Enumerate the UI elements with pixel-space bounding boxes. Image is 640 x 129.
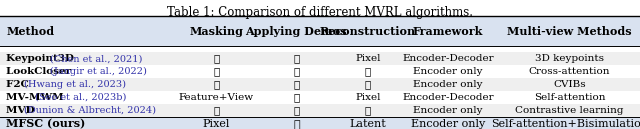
- Text: Contrastive learning: Contrastive learning: [515, 106, 624, 115]
- Text: LookCloser: LookCloser: [6, 67, 75, 76]
- Text: ✗: ✗: [293, 80, 300, 89]
- Text: Latent: Latent: [349, 119, 387, 129]
- Text: MVD: MVD: [6, 106, 38, 115]
- Text: CVIBs: CVIBs: [554, 80, 586, 89]
- Text: Applying Demos: Applying Demos: [246, 26, 347, 37]
- Text: ✗: ✗: [213, 80, 220, 89]
- Text: ✗: ✗: [365, 67, 371, 76]
- FancyBboxPatch shape: [0, 91, 640, 104]
- FancyBboxPatch shape: [0, 16, 640, 46]
- Text: Keypoint3D: Keypoint3D: [6, 54, 78, 63]
- Text: ✗: ✗: [213, 67, 220, 76]
- Text: (Jangir et al., 2022): (Jangir et al., 2022): [50, 67, 147, 76]
- FancyBboxPatch shape: [0, 52, 640, 65]
- Text: 3D keypoints: 3D keypoints: [535, 54, 604, 63]
- FancyBboxPatch shape: [0, 78, 640, 91]
- FancyBboxPatch shape: [0, 118, 640, 129]
- Text: (Seo et al., 2023b): (Seo et al., 2023b): [35, 93, 127, 102]
- Text: (Chen et al., 2021): (Chen et al., 2021): [50, 54, 142, 63]
- Text: Self-attention+Bisimulation: Self-attention+Bisimulation: [491, 119, 640, 129]
- Text: Encoder-Decoder: Encoder-Decoder: [402, 54, 494, 63]
- Text: Cross-attention: Cross-attention: [529, 67, 611, 76]
- Text: ✗: ✗: [213, 54, 220, 63]
- Text: Method: Method: [6, 26, 54, 37]
- Text: ✗: ✗: [293, 119, 300, 129]
- Text: (Dunion & Albrecht, 2024): (Dunion & Albrecht, 2024): [24, 106, 156, 115]
- Text: Encoder-Decoder: Encoder-Decoder: [402, 93, 494, 102]
- Text: Self-attention: Self-attention: [534, 93, 605, 102]
- Text: ✗: ✗: [293, 54, 300, 63]
- Text: Feature+View: Feature+View: [179, 93, 254, 102]
- Text: Pixel: Pixel: [355, 54, 381, 63]
- FancyBboxPatch shape: [0, 104, 640, 117]
- Text: ✗: ✗: [293, 67, 300, 76]
- Text: Reconstruction: Reconstruction: [320, 26, 416, 37]
- Text: Encoder only: Encoder only: [411, 119, 485, 129]
- Text: ✗: ✗: [365, 106, 371, 115]
- Text: Encoder only: Encoder only: [413, 67, 483, 76]
- Text: Encoder only: Encoder only: [413, 80, 483, 89]
- Text: F2C: F2C: [6, 80, 33, 89]
- Text: ✗: ✗: [365, 80, 371, 89]
- Text: Encoder only: Encoder only: [413, 106, 483, 115]
- Text: Table 1: Comparison of different MVRL algorithms.: Table 1: Comparison of different MVRL al…: [167, 6, 473, 19]
- Text: ✗: ✗: [213, 106, 220, 115]
- Text: Pixel: Pixel: [355, 93, 381, 102]
- Text: ✗: ✗: [293, 106, 300, 115]
- Text: Framework: Framework: [413, 26, 483, 37]
- Text: Multi-view Methods: Multi-view Methods: [508, 26, 632, 37]
- Text: ✓: ✓: [293, 93, 300, 102]
- Text: MV-MWM: MV-MWM: [6, 93, 68, 102]
- Text: Pixel: Pixel: [203, 119, 230, 129]
- Text: Masking: Masking: [189, 26, 243, 37]
- FancyBboxPatch shape: [0, 65, 640, 78]
- Text: MFSC (ours): MFSC (ours): [6, 119, 86, 129]
- Text: (Hwang et al., 2023): (Hwang et al., 2023): [24, 80, 126, 89]
